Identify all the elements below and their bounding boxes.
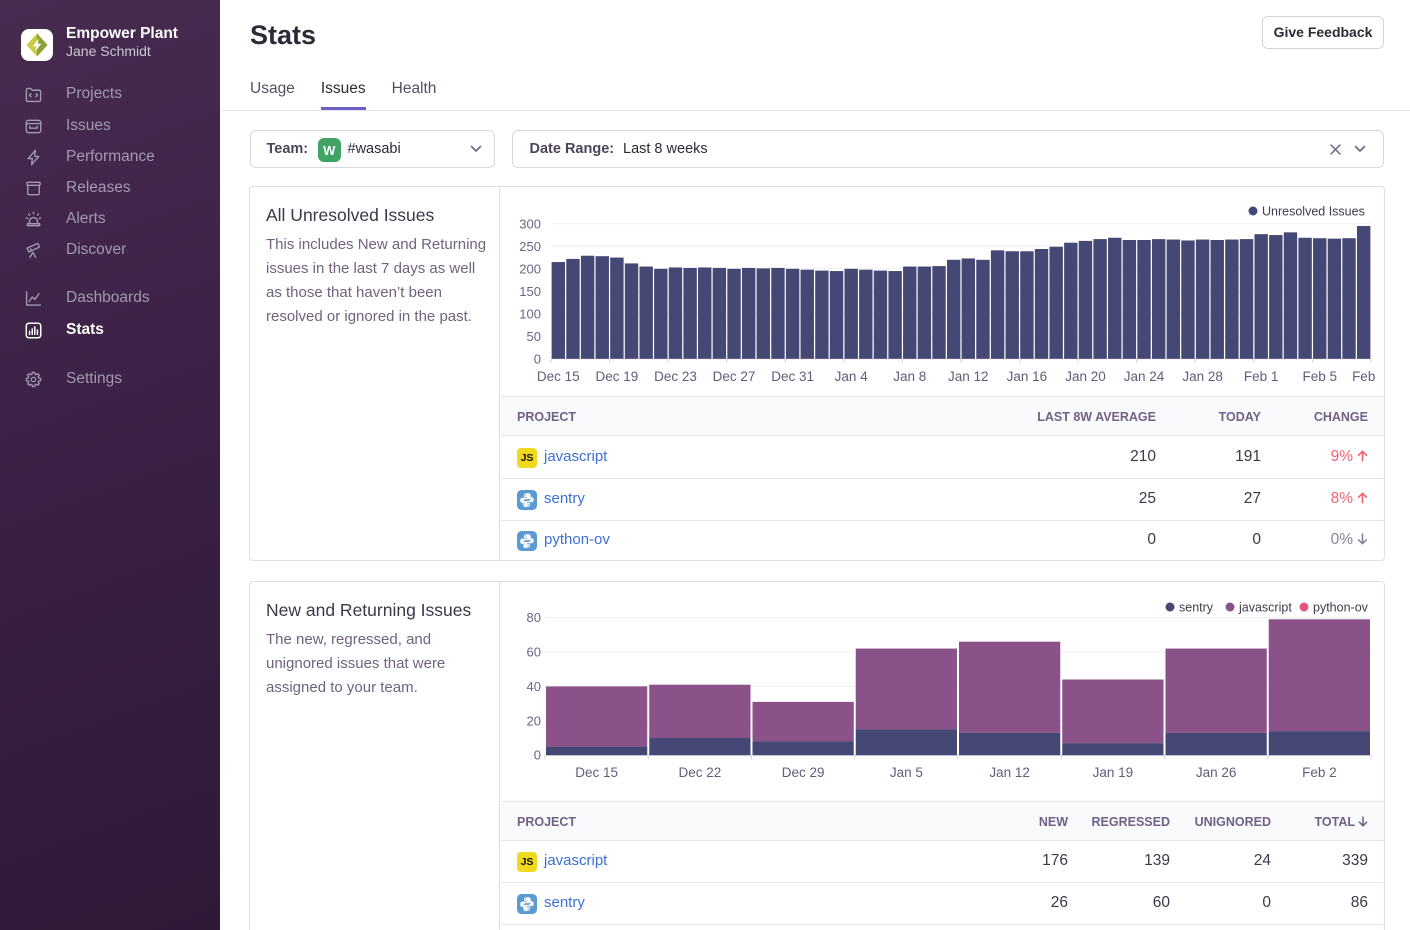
- svg-text:20: 20: [527, 713, 541, 728]
- svg-text:Dec 19: Dec 19: [596, 369, 639, 384]
- svg-text:Feb 2: Feb 2: [1302, 765, 1337, 780]
- svg-text:Dec 27: Dec 27: [713, 369, 756, 384]
- svg-text:Dec 15: Dec 15: [537, 369, 580, 384]
- svg-text:150: 150: [519, 284, 541, 299]
- svg-text:100: 100: [519, 306, 541, 321]
- svg-text:50: 50: [527, 329, 541, 344]
- svg-text:Jan 20: Jan 20: [1065, 369, 1106, 384]
- svg-text:Dec 15: Dec 15: [575, 765, 618, 780]
- svg-text:Jan 19: Jan 19: [1093, 765, 1134, 780]
- svg-text:Jan 12: Jan 12: [948, 369, 989, 384]
- svg-text:0: 0: [534, 748, 541, 763]
- svg-text:Dec 22: Dec 22: [679, 765, 722, 780]
- svg-text:200: 200: [519, 261, 541, 276]
- svg-text:80: 80: [527, 610, 541, 625]
- svg-text:Jan 4: Jan 4: [835, 369, 869, 384]
- svg-text:250: 250: [519, 239, 541, 254]
- svg-text:Jan 16: Jan 16: [1007, 369, 1048, 384]
- svg-text:40: 40: [527, 679, 541, 694]
- svg-text:Jan 24: Jan 24: [1124, 369, 1165, 384]
- svg-text:sentry: sentry: [1179, 601, 1214, 615]
- svg-text:Feb 1: Feb 1: [1244, 369, 1279, 384]
- svg-text:0: 0: [534, 351, 541, 366]
- svg-text:python-ov: python-ov: [1313, 601, 1369, 615]
- svg-text:Unresolved Issues: Unresolved Issues: [1262, 205, 1365, 219]
- svg-text:Jan 12: Jan 12: [989, 765, 1030, 780]
- svg-text:Jan 28: Jan 28: [1182, 369, 1223, 384]
- svg-text:Jan 8: Jan 8: [893, 369, 926, 384]
- svg-text:Dec 23: Dec 23: [654, 369, 697, 384]
- svg-text:javascript: javascript: [1238, 601, 1292, 615]
- svg-text:300: 300: [519, 216, 541, 231]
- svg-text:Dec 29: Dec 29: [782, 765, 825, 780]
- svg-text:60: 60: [527, 645, 541, 660]
- svg-text:Dec 31: Dec 31: [771, 369, 814, 384]
- svg-text:Jan 26: Jan 26: [1196, 765, 1237, 780]
- svg-text:Jan 5: Jan 5: [890, 765, 923, 780]
- svg-text:Feb: Feb: [1352, 369, 1375, 384]
- svg-text:Feb 5: Feb 5: [1303, 369, 1338, 384]
